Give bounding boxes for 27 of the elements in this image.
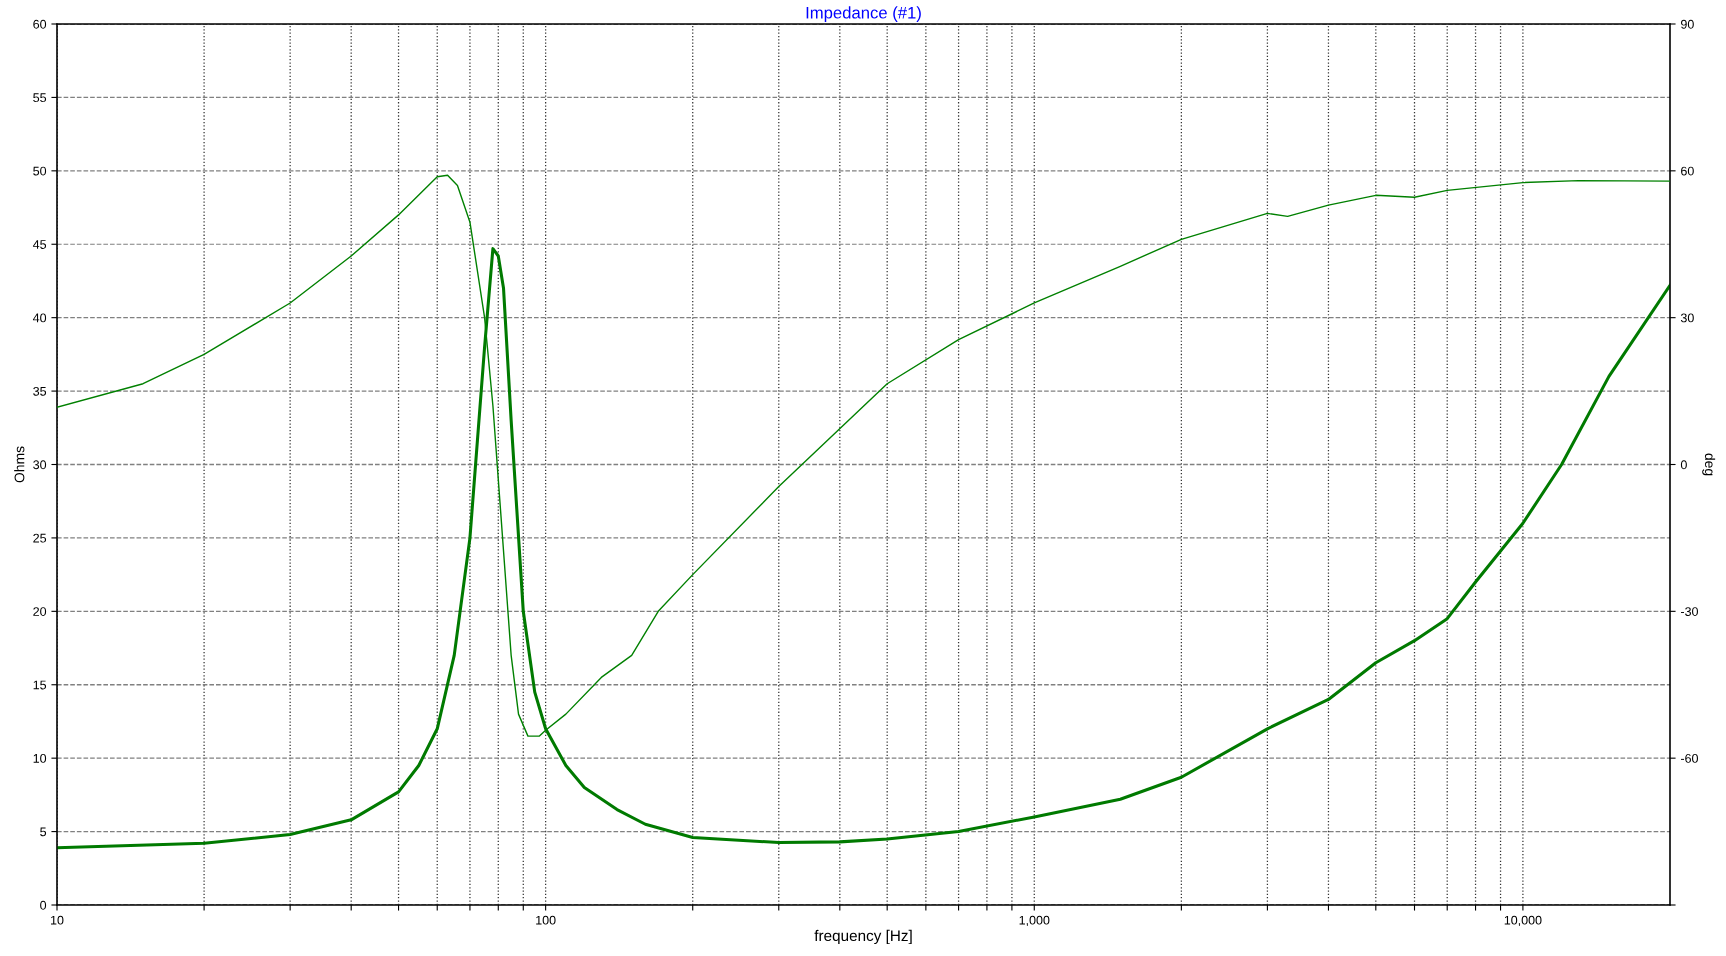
y2-axis-title: deg: [1702, 453, 1716, 476]
y2-tick-label: 60: [1681, 166, 1694, 176]
y-axis-title: Ohms: [14, 446, 25, 483]
y-tick-label: 60: [33, 19, 47, 29]
y-tick-label: 50: [33, 166, 47, 176]
y-tick-label: 35: [33, 386, 47, 396]
x-tick-label: 100: [536, 915, 556, 925]
y-tick-label: 55: [33, 93, 47, 103]
y-tick-label: 15: [33, 680, 47, 690]
y2-tick-label: -60: [1680, 753, 1698, 763]
y2-tick-label: 30: [1680, 313, 1694, 323]
x-tick-label: 10,000: [1504, 915, 1542, 927]
y-tick-label: 20: [33, 607, 47, 616]
x-axis-title: frequency [Hz]: [814, 929, 912, 945]
y2-tick-label: -30: [1680, 607, 1698, 616]
y-tick-label: 0: [40, 900, 47, 910]
y2-tick-label: 90: [1681, 19, 1694, 29]
y-tick-label: 30: [33, 460, 47, 470]
y-tick-label: 5: [40, 827, 47, 837]
chart-title: Impedance (#1): [806, 6, 921, 22]
y-tick-label: 45: [32, 240, 47, 249]
y2-tick-label: 0: [1680, 460, 1687, 470]
y-tick-label: 25: [33, 533, 47, 543]
y-tick-label: 40: [32, 313, 47, 323]
x-tick-label: 10: [51, 915, 64, 925]
x-tick-label: 1,000: [1019, 915, 1050, 927]
y-tick-label: 10: [33, 753, 47, 763]
